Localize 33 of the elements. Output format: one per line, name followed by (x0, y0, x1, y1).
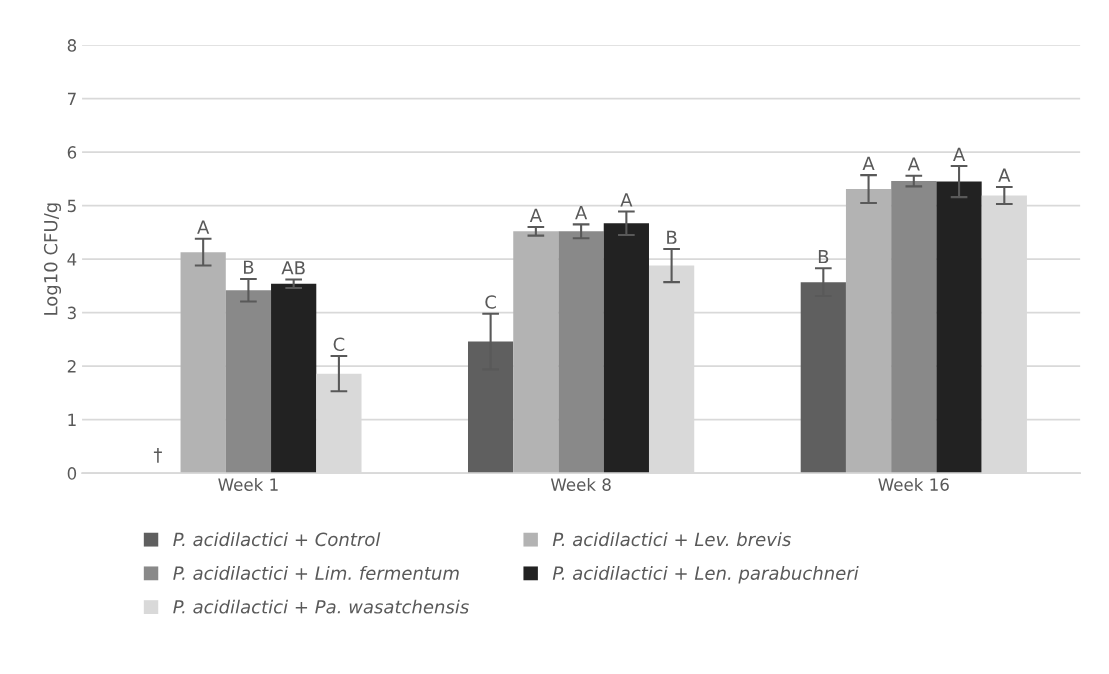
annotation: † (153, 447, 162, 463)
legend-label: P. acidilactici + Pa. wasatchensis (173, 599, 469, 614)
annotation: C (333, 337, 345, 352)
annotation: A (620, 193, 633, 207)
x-tick-label: Week 8 (550, 478, 611, 491)
y-tick-label: 1 (68, 413, 76, 426)
y-tick-label: 5 (67, 199, 76, 213)
annotation: C (485, 295, 496, 309)
annotation: A (998, 168, 1011, 182)
annotation: B (243, 260, 254, 274)
legend-label: P. acidilactici + Lim. fermentum (173, 565, 459, 580)
legend-label: P. acidilactici + Control (173, 532, 381, 547)
annotation: A (197, 220, 210, 234)
y-tick-label: 0 (67, 467, 77, 480)
annotation: B (818, 249, 829, 264)
annotation: A (907, 157, 920, 171)
x-tick-label: Week 16 (878, 478, 949, 491)
annotation: AB (281, 261, 305, 275)
annotation: B (667, 230, 677, 244)
annotation: A (862, 156, 875, 171)
y-tick-label: 8 (67, 39, 77, 52)
y-tick-label: 2 (67, 360, 76, 373)
y-tick-label: 3 (67, 306, 76, 320)
legend-label: P. acidilactici + Lev. brevis (552, 532, 791, 547)
y-tick-label: 4 (67, 253, 77, 266)
legend-label: P. acidilactici + Len. parabuchneri (552, 565, 859, 584)
annotation: A (529, 208, 542, 222)
annotation: A (575, 206, 588, 220)
annotation: A (953, 147, 966, 161)
y-axis-title: Log10 CFU/g (43, 203, 62, 315)
x-tick-label: Week 1 (218, 478, 278, 491)
y-tick-label: 6 (67, 146, 77, 159)
y-tick-label: 7 (67, 92, 76, 105)
